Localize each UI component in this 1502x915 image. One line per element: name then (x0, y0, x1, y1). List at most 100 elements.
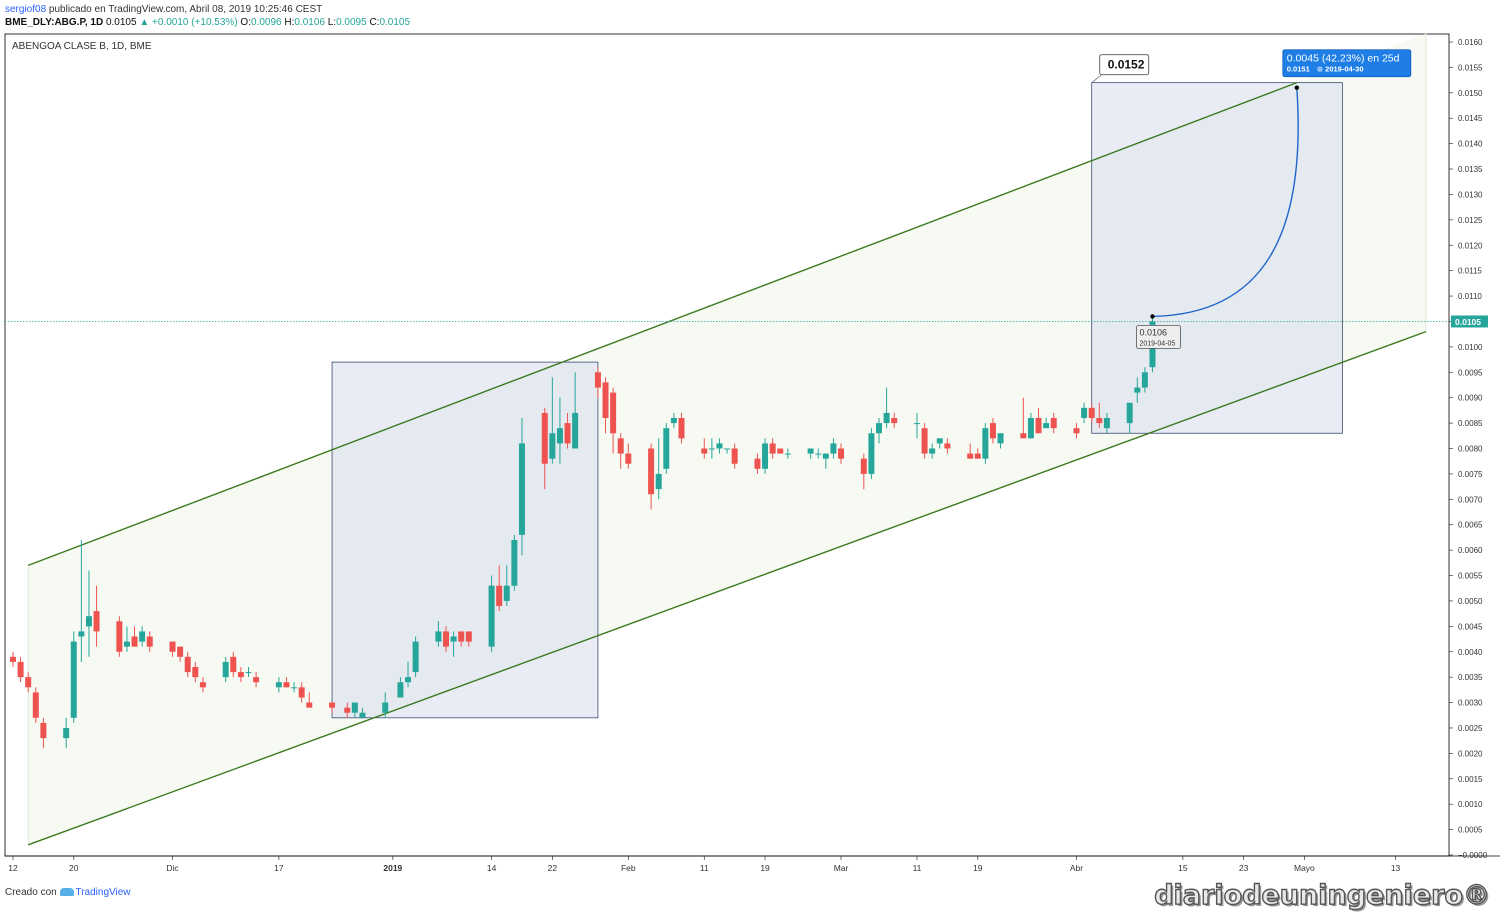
candle (1027, 412, 1034, 439)
close-label: C: (369, 17, 380, 28)
candle (351, 702, 358, 718)
x-tick-label: 22 (548, 863, 558, 873)
candle-body (967, 453, 974, 459)
candle-body (731, 448, 738, 464)
y-tick-label: 0.0115 (1458, 267, 1482, 276)
candle (25, 672, 32, 693)
candle (830, 438, 837, 459)
candle-body (913, 423, 920, 425)
candle-body (298, 687, 305, 698)
candle-body (648, 448, 655, 495)
candle-body (701, 448, 708, 454)
candle (93, 585, 100, 647)
candle (344, 702, 351, 718)
candle-body (503, 585, 510, 601)
candle-body (936, 438, 943, 444)
x-tick-label: 15 (1178, 863, 1188, 873)
candle (518, 418, 525, 556)
candle-body (921, 428, 928, 454)
candle (602, 377, 609, 434)
candle-body (32, 692, 39, 718)
high-label: H: (284, 17, 295, 28)
y-tick-label: 0.0050 (1458, 597, 1483, 606)
y-tick-label: 0.0160 (1458, 38, 1483, 47)
price-chart[interactable]: ABENGOA CLASE B, 1D, BME 0.0106 2019-04-05… (0, 0, 1502, 880)
candle (78, 539, 85, 662)
y-tick-label: 0.0090 (1458, 394, 1483, 403)
projection-start-price: 0.0106 (1139, 327, 1167, 337)
candle-body (663, 428, 670, 469)
projection-arc (1152, 87, 1299, 318)
candle-body (275, 682, 282, 688)
candle-body (1035, 418, 1042, 434)
candle (876, 418, 882, 444)
candle-body (868, 433, 875, 474)
last-price: 0.0105 (105, 17, 137, 28)
candle (868, 428, 875, 479)
candle (496, 565, 503, 612)
y-tick-label: −0.0000 (1458, 851, 1488, 860)
last-price-badge (1451, 315, 1488, 328)
y-tick-label: 0.0130 (1458, 190, 1483, 199)
candle-body (450, 636, 457, 642)
tradingview-logo-icon (60, 888, 75, 897)
tradingview-link[interactable]: TradingView (75, 887, 131, 898)
candle-body (1043, 423, 1050, 429)
projection-end-date: ⊙ 2019-04-30 (1317, 65, 1364, 74)
candle (412, 636, 419, 678)
candle (298, 682, 305, 703)
candle (944, 438, 951, 454)
candle-body (762, 443, 769, 469)
candle-body (435, 631, 442, 642)
footer: Creado con TradingView (5, 887, 131, 898)
candle (648, 443, 655, 510)
y-tick-label: 0.0045 (1458, 622, 1483, 631)
candle (670, 412, 677, 429)
candle-body (184, 656, 191, 673)
candle (511, 534, 518, 591)
candle (982, 423, 989, 464)
candle-body (1081, 407, 1088, 419)
candle (245, 666, 252, 678)
y-tick-label: 0.0085 (1458, 419, 1483, 428)
x-tick-label: Dic (166, 863, 179, 873)
y-tick-label: 0.0075 (1458, 470, 1483, 479)
candle-body (131, 636, 138, 647)
candle (617, 433, 624, 469)
y-tick-label: 0.0020 (1458, 749, 1483, 758)
candle (10, 651, 16, 667)
candle (1020, 397, 1027, 439)
candle (139, 626, 146, 647)
candle (929, 443, 936, 459)
candle-body (822, 453, 829, 459)
candle (891, 412, 898, 429)
candle-body (617, 438, 624, 454)
author-link[interactable]: sergiof08 (5, 4, 47, 15)
candle (488, 575, 495, 652)
candle (883, 387, 890, 429)
candle-body (405, 677, 412, 683)
candle (1141, 367, 1148, 393)
price-callout-label: 0.0152 (1108, 58, 1145, 72)
candle (275, 677, 282, 693)
candle-body (989, 423, 996, 439)
candle (838, 443, 845, 464)
candle-body (291, 687, 298, 689)
x-tick-label: 11 (700, 863, 709, 873)
high-value: 0.0106 (294, 17, 325, 28)
candle (222, 656, 229, 683)
candle (237, 666, 244, 683)
y-tick-label: 0.0145 (1458, 114, 1483, 123)
projection-start-box (1136, 324, 1181, 349)
candle-body (625, 453, 632, 464)
candle (123, 626, 130, 652)
y-tick-label: 0.0015 (1458, 775, 1483, 784)
candle (1081, 402, 1088, 424)
candle-body (891, 418, 898, 424)
range-box-2 (1091, 82, 1343, 434)
channel-upper-line (27, 81, 1298, 567)
y-tick-label: 0.0150 (1458, 89, 1483, 98)
candle-body (655, 473, 662, 490)
candle-body (382, 702, 389, 713)
candle-body (139, 631, 146, 642)
